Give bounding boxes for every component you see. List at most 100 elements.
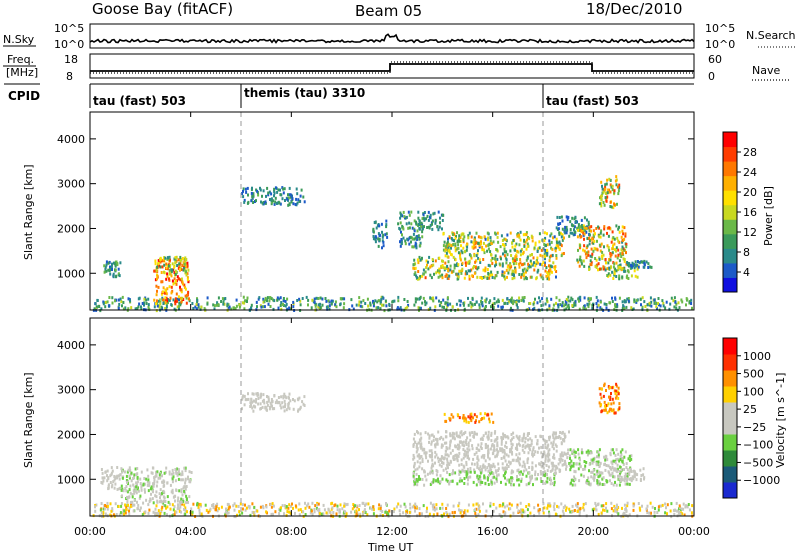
scatter-cell	[582, 259, 585, 263]
scatter-cell	[160, 271, 163, 274]
scatter-cell	[299, 194, 302, 198]
scatter-cell	[490, 468, 493, 472]
scatter-cell	[512, 470, 515, 474]
scatter-cell	[203, 307, 206, 311]
scatter-cell	[212, 503, 215, 506]
scatter-cell	[384, 233, 387, 237]
scatter-cell	[536, 250, 539, 253]
scatter-cell	[244, 503, 246, 507]
scatter-cell	[282, 187, 285, 191]
scatter-cell	[470, 412, 473, 416]
scatter-cell	[609, 407, 611, 411]
scatter-cell	[496, 444, 499, 448]
scatter-cell	[381, 246, 383, 250]
scatter-cell	[593, 473, 596, 477]
scatter-cell	[500, 257, 502, 261]
scatter-cell	[105, 269, 108, 273]
scatter-cell	[117, 272, 120, 276]
scatter-cell	[583, 244, 586, 248]
scatter-cell	[322, 503, 325, 507]
scatter-cell	[461, 251, 464, 255]
scatter-cell	[232, 504, 235, 508]
scatter-cell	[406, 300, 409, 303]
scatter-cell	[414, 468, 417, 472]
scatter-cell	[614, 509, 617, 513]
scatter-cell	[213, 307, 216, 311]
scatter-cell	[120, 484, 123, 488]
scatter-cell	[106, 469, 109, 473]
scatter-cell	[305, 295, 308, 299]
scatter-cell	[625, 477, 628, 480]
scatter-cell	[473, 468, 476, 472]
scatter-cell	[504, 459, 507, 463]
scatter-cell	[512, 483, 515, 487]
scatter-cell	[624, 300, 627, 304]
scatter-cell	[509, 263, 512, 267]
scatter-cell	[446, 460, 449, 464]
scatter-cell	[334, 503, 337, 507]
scatter-cell	[442, 232, 445, 236]
scatter-cell	[170, 472, 173, 476]
scatter-cell	[523, 462, 526, 466]
scatter-cell	[416, 297, 419, 301]
scatter-cell	[600, 242, 603, 246]
scatter-cell	[583, 508, 586, 512]
scatter-cell	[476, 455, 479, 459]
scatter-cell	[520, 479, 523, 483]
scatter-cell	[362, 512, 364, 516]
scatter-cell	[634, 260, 637, 264]
scatter-cell	[146, 468, 149, 472]
scatter-cell	[435, 453, 438, 457]
scatter-cell	[158, 473, 161, 477]
scatter-cell	[173, 513, 176, 517]
scatter-cell	[578, 456, 581, 460]
scatter-cell	[118, 477, 121, 481]
scatter-cell	[594, 232, 596, 236]
scatter-cell	[105, 263, 108, 267]
scatter-cell	[106, 501, 109, 505]
scatter-cell	[295, 197, 298, 201]
scatter-cell	[284, 300, 287, 303]
scatter-cell	[459, 252, 462, 256]
scatter-cell	[547, 443, 550, 447]
scatter-cell	[422, 272, 425, 276]
scatter-cell	[501, 305, 504, 309]
scatter-cell	[488, 276, 491, 280]
scatter-cell	[626, 297, 629, 301]
scatter-cell	[516, 306, 519, 310]
scatter-cell	[165, 296, 168, 300]
scatter-cell	[418, 223, 421, 226]
scatter-cell	[217, 296, 220, 300]
scatter-cell	[522, 299, 525, 303]
scatter-cell	[414, 479, 417, 483]
scatter-cell	[166, 275, 169, 279]
scatter-cell	[458, 239, 461, 243]
scatter-cell	[458, 234, 461, 238]
scatter-cell	[538, 508, 541, 512]
scatter-cell	[114, 263, 117, 267]
scatter-cell	[226, 304, 229, 308]
scatter-cell	[118, 487, 121, 491]
scatter-cell	[597, 475, 600, 479]
cpid-mode-1: themis (tau) 3310	[244, 86, 365, 100]
scatter-cell	[156, 277, 158, 281]
scatter-cell	[599, 392, 602, 396]
scatter-cell	[472, 503, 475, 507]
scatter-cell	[295, 187, 298, 191]
scatter-cell	[109, 474, 112, 478]
scatter-cell	[100, 307, 103, 311]
scatter-cell	[574, 300, 577, 304]
scatter-cell	[346, 502, 349, 506]
colorbar-swatch	[723, 161, 737, 177]
scatter-cell	[446, 303, 449, 307]
scatter-cell	[290, 194, 293, 198]
scatter-cell	[454, 246, 457, 250]
scatter-cell	[132, 509, 135, 513]
scatter-cell	[490, 439, 493, 443]
scatter-cell	[107, 484, 110, 488]
scatter-cell	[235, 304, 238, 308]
scatter-cell	[661, 503, 664, 507]
scatter-cell	[317, 502, 320, 506]
scatter-cell	[631, 261, 634, 265]
scatter-cell	[454, 445, 457, 449]
